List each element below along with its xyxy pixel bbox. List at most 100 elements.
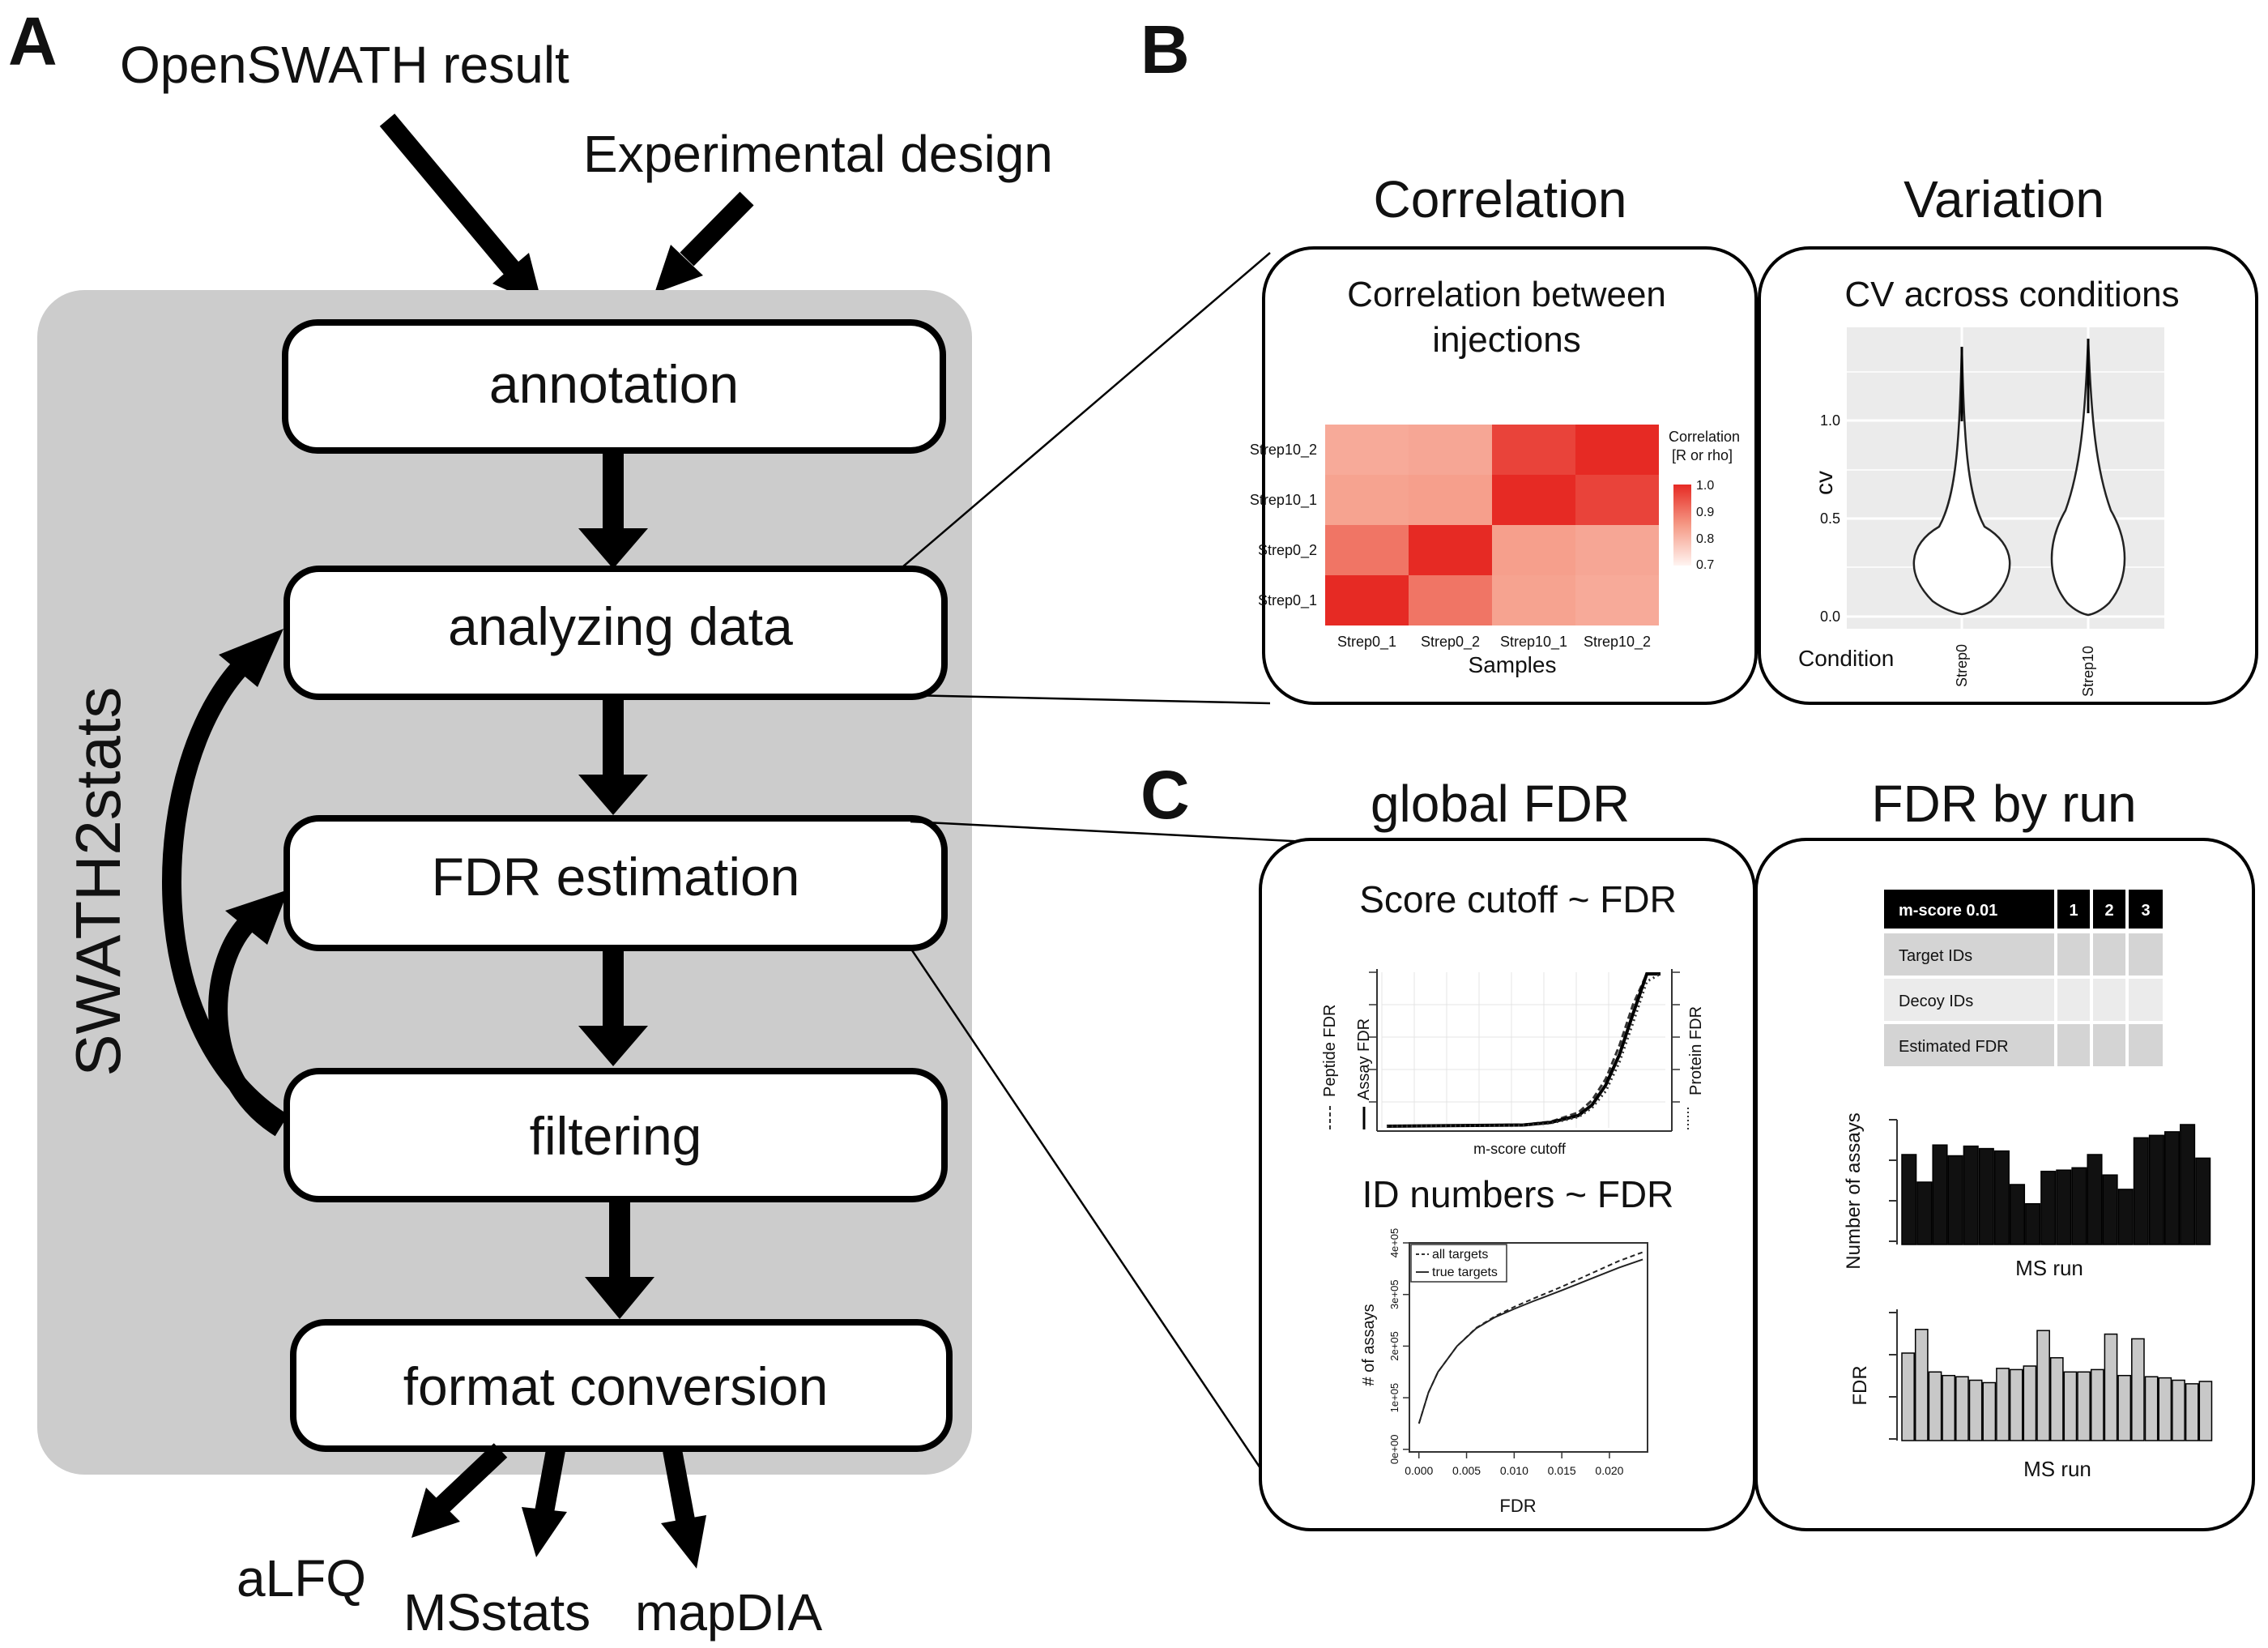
all-targets-legend-label: all targets xyxy=(1432,1248,1488,1262)
bar xyxy=(2040,1170,2057,1245)
bar xyxy=(2164,1131,2181,1245)
swath2stats-label: SWATH2stats xyxy=(62,686,134,1076)
assays-bars xyxy=(1901,1124,2211,1245)
bar xyxy=(1928,1371,1942,1441)
flow-arrows xyxy=(578,450,654,1319)
heatmap-legend-tick: 0.9 xyxy=(1696,506,1714,519)
feedback-arrow-inner xyxy=(208,912,286,1137)
step-annotation: annotation xyxy=(282,319,946,454)
fdr-table-header: 3 xyxy=(2141,902,2150,920)
bar xyxy=(1916,1181,1933,1245)
bar xyxy=(1901,1352,1915,1441)
step-label: annotation xyxy=(489,354,739,414)
bar xyxy=(2144,1376,2159,1441)
heatmap-y-tick-label: Strep0_1 xyxy=(1258,592,1317,609)
fdr-by-run-heading: FDR by run xyxy=(1871,775,2136,833)
step-filtering: filtering xyxy=(284,1068,948,1202)
heatmap-cell xyxy=(1492,425,1575,475)
id-y-tick-label: 4e+05 xyxy=(1388,1228,1400,1258)
fdr-table-header: 2 xyxy=(2104,902,2113,920)
score-cutoff-grid xyxy=(1381,972,1665,1128)
id-numbers-ylabel: # of assays xyxy=(1360,1304,1378,1385)
arrow-to-alfq-head xyxy=(411,1488,460,1538)
bar xyxy=(1963,1145,1979,1245)
bar xyxy=(1901,1154,1917,1245)
bar xyxy=(1996,1368,2010,1441)
bar xyxy=(2102,1174,2118,1245)
id-numbers-title: ID numbers ~ FDR xyxy=(1362,1173,1674,1215)
id-numbers-y-ticks: 0e+00 1e+05 2e+05 3e+05 4e+05 xyxy=(1388,1228,1409,1464)
heatmap-y-tick-label: Strep10_2 xyxy=(1250,442,1317,459)
variation-heading: Variation xyxy=(1904,170,2104,228)
violin-ytick: 0.5 xyxy=(1820,510,1840,527)
heatmap-cell xyxy=(1325,475,1409,525)
feedback-arrow-inner-head xyxy=(225,890,288,945)
bar xyxy=(2158,1377,2172,1441)
arrow-to-msstats-head xyxy=(522,1507,567,1557)
fdr-table: m-score 0.01 1 2 3 Target IDs Decoy IDs … xyxy=(1884,890,2163,1066)
bar xyxy=(2009,1184,2026,1245)
bar xyxy=(2090,1368,2104,1441)
bar xyxy=(2077,1371,2091,1441)
heatmap-x-tick-label: Strep0_2 xyxy=(1421,634,1480,651)
variation-title: CV across conditions xyxy=(1844,275,2179,314)
score-cutoff-lines xyxy=(1386,972,1661,1128)
fdr-table-header: m-score 0.01 xyxy=(1899,902,1997,920)
heatmap-legend-tick: 0.8 xyxy=(1696,532,1714,546)
fdr-bar-xlabel: MS run xyxy=(2023,1457,2091,1481)
heatmap-cell xyxy=(1492,525,1575,575)
bar xyxy=(2185,1383,2199,1441)
heatmap-cell xyxy=(1575,475,1659,525)
feedback-arrow-outer-head xyxy=(219,629,284,687)
id-x-tick-label: 0.005 xyxy=(1452,1464,1481,1477)
correlation-title-line2: injections xyxy=(1432,320,1580,360)
correlation-title-line1: Correlation between xyxy=(1347,275,1666,314)
violin-ylabel: cv xyxy=(1811,471,1838,495)
violin-ytick: 0.0 xyxy=(1820,608,1840,625)
peptide-fdr-label: Peptide FDR xyxy=(1321,1005,1339,1098)
id-series-true-targets xyxy=(1418,1258,1643,1424)
panel-c-letter: C xyxy=(1140,757,1190,833)
bar xyxy=(2025,1202,2041,1245)
heatmap-legend-title-1: Correlation xyxy=(1669,429,1740,445)
bar xyxy=(1932,1144,1948,1245)
heatmap-x-tick-label: Strep10_2 xyxy=(1584,634,1651,651)
heatmap-x-tick-label: Strep10_1 xyxy=(1500,634,1567,651)
heatmap-cell xyxy=(1325,575,1409,625)
heatmap-cell xyxy=(1325,525,1409,575)
id-numbers-x-ticks: 0.000 0.005 0.010 0.015 0.020 xyxy=(1405,1452,1624,1477)
id-numbers-xlabel: FDR xyxy=(1499,1496,1536,1516)
violin-ytick: 1.0 xyxy=(1820,412,1840,429)
heatmap-cell xyxy=(1575,425,1659,475)
id-y-tick-label: 2e+05 xyxy=(1388,1331,1400,1361)
violin-plot xyxy=(1847,327,2164,629)
bar xyxy=(2198,1381,2213,1441)
arrow-to-mapdia-head xyxy=(661,1515,706,1569)
heatmap-cell xyxy=(1409,525,1492,575)
heatmap-cell xyxy=(1409,425,1492,475)
violin-category-strep10: Strep10 xyxy=(2080,646,2096,697)
assays-bar-chart: Number of assays MS run xyxy=(1843,1112,2211,1280)
fdr-table-row: Estimated FDR xyxy=(1899,1038,2009,1056)
step-fdr-estimation: FDR estimation xyxy=(284,815,948,951)
violin-xlabel: Condition xyxy=(1798,646,1894,671)
id-y-tick-label: 1e+05 xyxy=(1388,1383,1400,1413)
panel-a: A OpenSWATH result Experimental design S… xyxy=(8,3,1053,1642)
fdr-axis xyxy=(1889,1309,1898,1441)
bar xyxy=(1968,1379,1983,1441)
heatmap-y-tick-label: Strep10_1 xyxy=(1250,492,1317,509)
arrow-to-msstats xyxy=(535,1448,565,1514)
fdr-table-header: 1 xyxy=(2069,902,2078,920)
heatmap-legend-tick: 0.7 xyxy=(1696,558,1714,572)
bar xyxy=(2087,1154,2103,1245)
bar xyxy=(1982,1381,1997,1441)
id-x-tick-label: 0.000 xyxy=(1405,1464,1433,1477)
bar xyxy=(2131,1338,2145,1441)
step-label: analyzing data xyxy=(448,596,793,656)
bar xyxy=(1978,1147,1994,1245)
bar xyxy=(2049,1357,2064,1441)
heatmap-y-tick-label: Strep0_2 xyxy=(1258,542,1317,559)
step-format-conversion: format conversion xyxy=(290,1319,953,1452)
assay-fdr-label: Assay FDR xyxy=(1355,1018,1373,1100)
